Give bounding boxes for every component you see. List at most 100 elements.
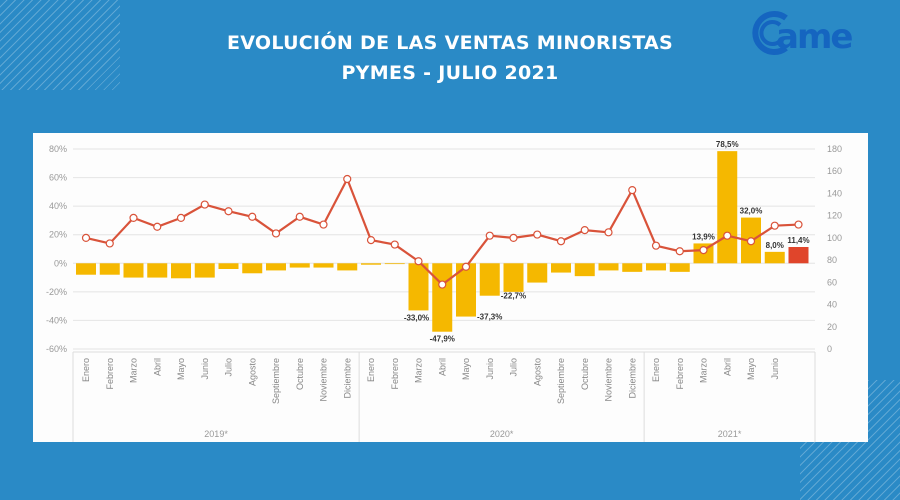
y-left-tick-label: 60% <box>49 173 67 183</box>
line-point <box>533 230 542 239</box>
category-label: Marzo <box>129 358 139 383</box>
line-point <box>438 280 447 289</box>
category-label: Febrero <box>675 358 685 390</box>
bar <box>551 263 571 273</box>
bar <box>717 151 738 264</box>
category-label: Junio <box>485 358 495 380</box>
line-point <box>746 237 756 246</box>
bar <box>574 263 595 277</box>
line-point <box>224 207 233 216</box>
line-point <box>319 220 328 229</box>
line-point <box>485 231 494 240</box>
y-right-tick-label: 180 <box>827 144 842 154</box>
bar <box>242 263 263 274</box>
data-label: 32,0% <box>740 207 763 216</box>
line-point <box>105 239 114 248</box>
category-label: Febrero <box>105 358 115 390</box>
bar <box>337 263 358 271</box>
line-point <box>509 233 518 242</box>
category-label: Abril <box>722 358 732 376</box>
title-line-2: PYMES - JULIO 2021 <box>341 62 559 84</box>
bar <box>99 263 120 275</box>
category-label: Diciembre <box>342 358 352 399</box>
chart-panel: 80% 60% 40% 20% 0% -20% -40% -60% 180 160 140 120 10… <box>33 133 868 442</box>
bar <box>788 247 809 264</box>
year-group-label: 2020* <box>490 429 514 439</box>
bar <box>194 263 215 278</box>
bar <box>408 263 429 311</box>
category-label: Septiembre <box>271 358 281 404</box>
category-label: Abril <box>152 358 162 376</box>
data-label: -33,0% <box>404 313 429 322</box>
category-label: Enero <box>366 358 376 382</box>
bar <box>527 263 548 283</box>
bar <box>622 263 643 272</box>
y-left-tick-label: 0% <box>54 258 67 268</box>
came-logo: ame <box>748 10 860 60</box>
bar <box>432 263 453 332</box>
line-point <box>770 221 779 230</box>
data-label: -22,7% <box>501 292 526 301</box>
bar <box>598 263 619 271</box>
line-point <box>248 212 257 221</box>
bar <box>669 263 690 272</box>
line-point <box>414 257 423 266</box>
line-point <box>129 213 138 222</box>
line-point <box>153 222 162 231</box>
category-label: Julio <box>509 358 519 377</box>
bar <box>171 263 191 279</box>
bar <box>76 263 96 275</box>
sales-chart: 80% 60% 40% 20% 0% -20% -40% -60% 180 160 140 120 10… <box>46 140 842 442</box>
data-label: 11,4% <box>787 236 809 245</box>
y-left-tick-label: -40% <box>46 315 67 325</box>
category-label: Mayo <box>176 358 186 380</box>
line-point <box>366 236 376 245</box>
category-label: Marzo <box>699 358 709 383</box>
line-point <box>699 246 708 255</box>
line-point <box>176 213 186 222</box>
bar <box>503 263 524 292</box>
category-label: Octubre <box>580 358 590 390</box>
line-point <box>556 237 566 246</box>
y-right-tick-label: 160 <box>827 166 842 176</box>
category-label: Noviembre <box>319 358 329 402</box>
year-group-label: 2019* <box>204 429 228 439</box>
category-label: Mayo <box>461 358 471 380</box>
line-point <box>461 262 471 271</box>
line-point <box>651 241 661 250</box>
bar <box>313 263 334 268</box>
category-label: Marzo <box>414 358 424 383</box>
y-left-tick-label: -60% <box>46 344 67 354</box>
bar <box>646 263 666 271</box>
category-label: Noviembre <box>604 358 614 402</box>
data-label: 78,5% <box>716 140 739 149</box>
y-right-tick-label: 80 <box>827 255 837 265</box>
svg-text:ame: ame <box>776 17 852 56</box>
year-group-label: 2021* <box>718 429 742 439</box>
data-label: -47,9% <box>430 335 455 344</box>
y-left-tick-label: -20% <box>46 287 67 297</box>
bar <box>123 263 144 278</box>
y-right-tick-label: 0 <box>827 344 832 354</box>
category-label: Febrero <box>390 358 400 390</box>
line-point <box>580 226 589 235</box>
category-label: Enero <box>81 358 91 382</box>
y-right-tick-label: 140 <box>827 188 842 198</box>
category-label: Junio <box>200 358 210 380</box>
line-point <box>794 220 803 229</box>
bar <box>147 263 168 278</box>
line-point <box>723 231 732 240</box>
category-label: Diciembre <box>627 358 637 399</box>
category-label: Abril <box>437 358 447 376</box>
line-point <box>295 212 304 221</box>
bar <box>384 263 405 265</box>
data-label: 8,0% <box>766 241 784 250</box>
bar <box>289 263 310 268</box>
line-point <box>390 240 399 249</box>
line-point <box>200 200 209 209</box>
category-label: Julio <box>224 358 234 377</box>
title-line-1: EVOLUCIÓN DE LAS VENTAS MINORISTAS <box>226 32 674 54</box>
y-right-tick-label: 40 <box>827 300 837 310</box>
category-label: Mayo <box>746 358 756 380</box>
bar <box>266 263 286 271</box>
